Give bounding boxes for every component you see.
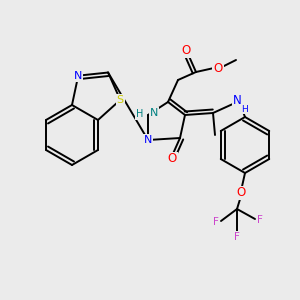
Text: O: O [236,187,246,200]
Text: O: O [213,61,223,74]
Text: N: N [144,135,152,145]
Text: H: H [241,104,248,113]
Text: H: H [136,109,143,119]
Text: N: N [74,71,82,81]
Text: O: O [182,44,190,58]
Text: N: N [150,108,158,118]
Text: O: O [167,152,177,166]
Text: F: F [257,215,263,225]
Text: F: F [213,217,219,227]
Text: N: N [232,94,242,107]
Text: F: F [234,232,240,242]
Text: S: S [117,95,124,105]
